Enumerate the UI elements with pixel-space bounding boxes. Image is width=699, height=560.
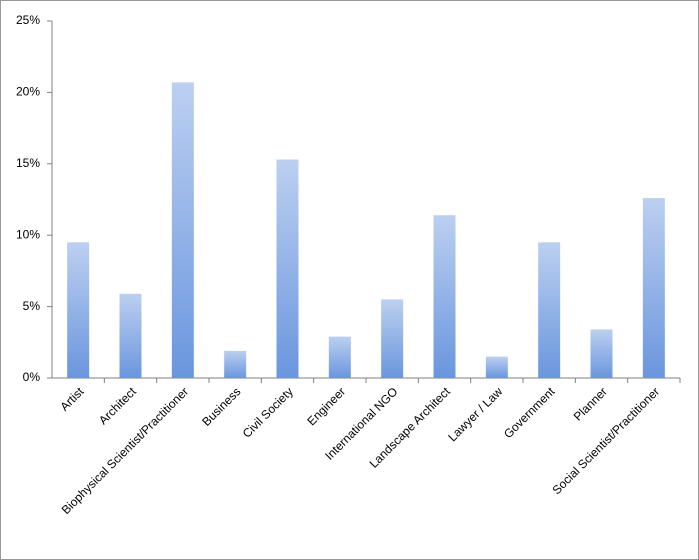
bar — [328, 336, 351, 378]
bar — [119, 293, 142, 378]
bar — [642, 198, 665, 378]
y-tick-label: 10% — [16, 227, 40, 241]
bar — [171, 82, 194, 379]
bar — [485, 356, 508, 378]
bar — [224, 350, 247, 378]
y-tick-label: 0% — [23, 370, 41, 384]
bar — [433, 215, 456, 378]
bar — [67, 242, 90, 378]
bar — [590, 329, 613, 378]
bar — [538, 242, 561, 378]
y-tick-label: 25% — [16, 13, 40, 27]
y-tick-label: 15% — [16, 156, 40, 170]
bar — [276, 159, 299, 378]
y-tick-label: 20% — [16, 85, 40, 99]
y-tick-label: 5% — [23, 299, 41, 313]
bar — [381, 299, 404, 378]
